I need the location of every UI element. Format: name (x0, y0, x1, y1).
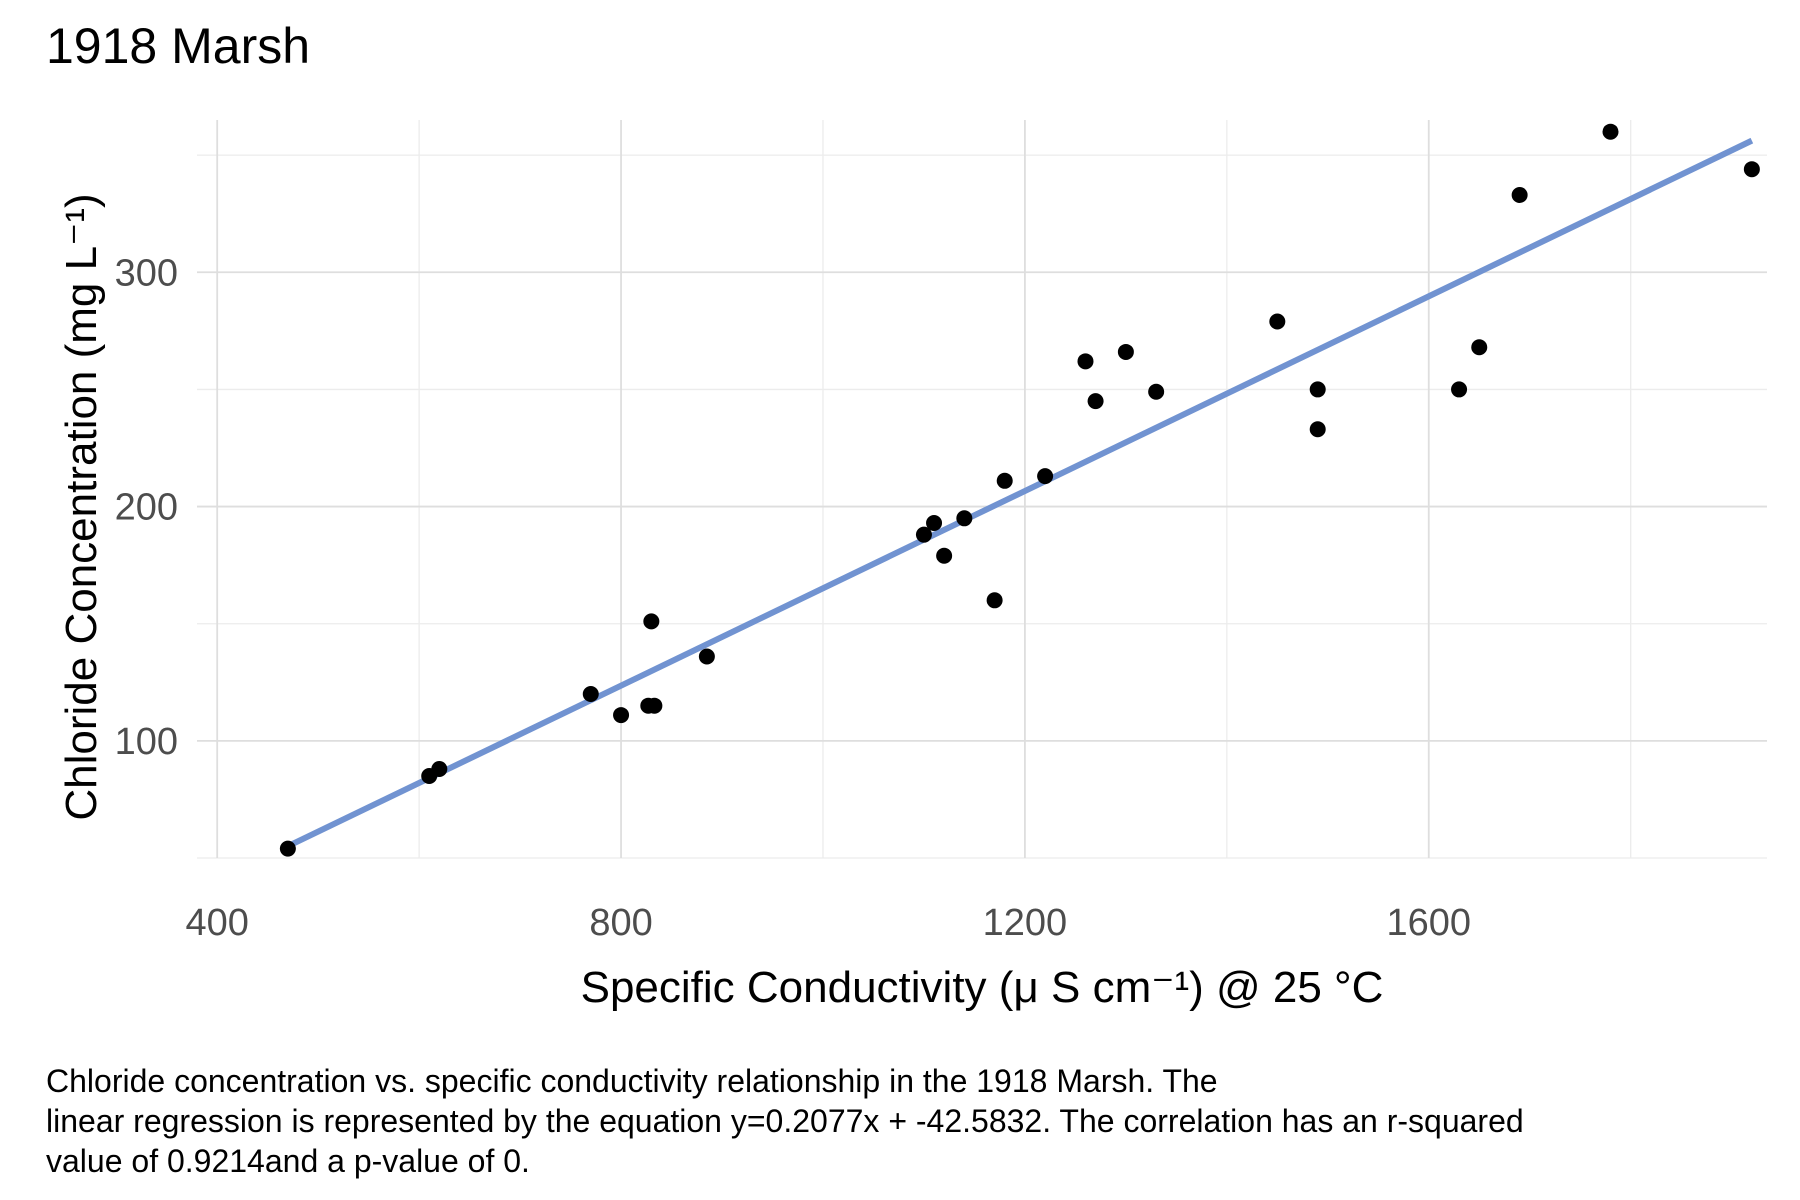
major-gridlines (197, 120, 1767, 858)
data-points (279, 123, 1760, 857)
data-point (646, 697, 663, 714)
data-point (698, 648, 715, 665)
regression-line (286, 137, 1754, 849)
data-point (431, 760, 448, 777)
data-point (279, 840, 296, 857)
data-point (926, 514, 943, 531)
chart-title: 1918 Marsh (46, 18, 311, 74)
x-tick-label: 400 (185, 902, 248, 944)
y-axis-title: Chloride Concentration (mg L⁻¹) (57, 193, 106, 820)
data-point (1117, 343, 1134, 360)
data-point (1269, 313, 1286, 330)
data-point (1511, 186, 1528, 203)
y-tick-label: 300 (115, 252, 178, 294)
data-point (643, 613, 660, 630)
x-axis-tick-labels: 400 800 1200 1600 (185, 902, 1471, 944)
data-point (1743, 161, 1760, 178)
x-tick-label: 1600 (1386, 902, 1471, 944)
data-point (613, 707, 630, 724)
y-tick-label: 100 (115, 721, 178, 763)
caption-line: Chloride concentration vs. specific cond… (46, 1063, 1218, 1099)
scatter-plot: 400 800 1200 1600 100 200 300 Specific Conduc… (57, 120, 1767, 1012)
data-point (1037, 468, 1054, 485)
regression-layer (286, 137, 1754, 849)
minor-gridlines (197, 120, 1767, 859)
data-point (915, 526, 932, 543)
data-point (1451, 381, 1468, 398)
y-tick-label: 200 (115, 487, 178, 529)
data-point (1602, 123, 1619, 140)
data-point (1309, 381, 1326, 398)
data-point (1309, 421, 1326, 438)
data-point (1148, 383, 1165, 400)
y-axis-tick-labels: 100 200 300 (115, 252, 178, 763)
x-tick-label: 800 (589, 902, 652, 944)
caption-line: linear regression is represented by the … (46, 1103, 1524, 1139)
caption-line: value of 0.9214and a p-value of 0. (46, 1143, 530, 1179)
data-point (956, 510, 973, 527)
data-point (986, 592, 1003, 609)
data-point (1471, 339, 1488, 356)
data-point (1077, 353, 1094, 370)
data-point (1087, 393, 1104, 410)
x-tick-label: 1200 (983, 902, 1068, 944)
data-point (582, 686, 599, 702)
figure-caption: Chloride concentration vs. specific cond… (46, 1061, 1766, 1181)
data-point (996, 472, 1013, 489)
data-point (936, 547, 953, 564)
x-axis-title: Specific Conductivity (μ S cm⁻¹) @ 25 °C (581, 963, 1384, 1012)
